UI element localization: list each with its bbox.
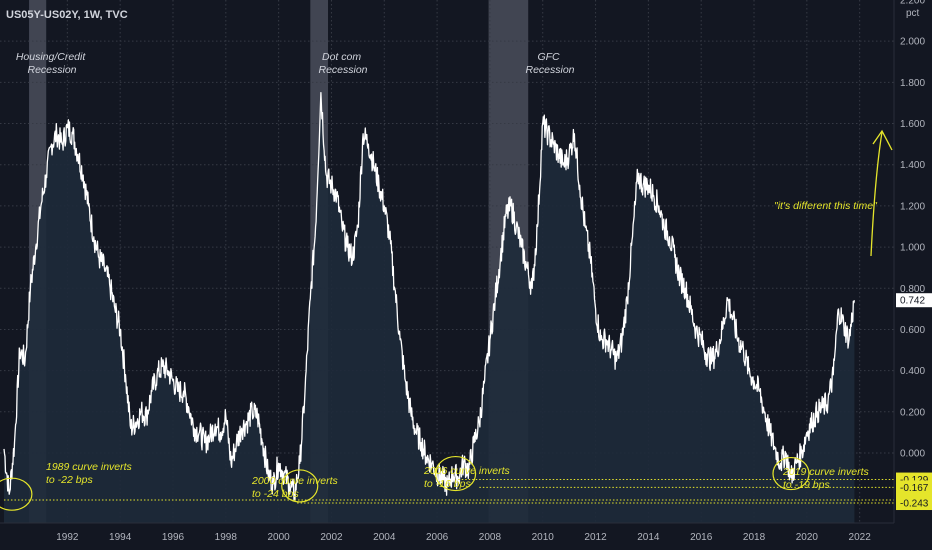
annotation-2019: 2019 curve inverts to -19 bps [782,466,872,491]
annotation-2019-line2: to -19 bps [783,479,830,491]
time-axis[interactable]: 1992 1994 1996 1998 2000 2002 2004 2006 2008 2010… [56,532,871,543]
annotation-2000: 2000 curve inverts to -24 bps [251,475,341,500]
annotation-1989-line1: 1989 curve inverts [46,461,133,473]
arrow-head-icon [872,129,893,151]
y-tick-label: 2.200 [900,0,925,7]
y-tick-label: 2.000 [900,37,925,48]
last-value-badge [896,293,932,308]
recession-label-housing: Housing/Credit Recession [16,51,88,76]
y-tick-label: 1.400 [900,160,925,171]
x-tick-label: 2012 [584,532,607,543]
recession-label-dotcom-line1: Dot com [322,51,361,63]
last-value-label: 0.742 [900,296,925,307]
horizontal-lines [3,479,894,504]
x-tick-label: 2016 [690,532,713,543]
annotation-2000-line1: 2000 curve inverts [251,475,339,487]
x-tick-label: 2002 [320,532,343,543]
x-tick-label: 1992 [56,532,79,543]
annotation-2006: 2006 curve inverts to -16 bps [423,465,513,490]
inversion-circle [434,455,477,492]
level-badge [896,496,932,511]
recession-label-housing-line2: Recession [27,64,76,76]
level-badge [896,480,932,495]
x-tick-label: 1996 [162,532,185,543]
annotation-1989-line2: to -22 bps [46,474,93,486]
price-axis[interactable]: 2.000 1.800 1.600 1.400 1.200 1.000 0.800 0.600… [896,0,932,511]
y-tick-label: 1.600 [900,119,925,130]
series-area [4,92,855,523]
y-tick-label: 1.000 [900,243,925,254]
x-tick-label: 2006 [426,532,449,543]
series [3,92,856,523]
inversion-circle [772,456,810,491]
annotation-2000-line2: to -24 bps [252,488,299,500]
chart-title: US05Y-US02Y, 1W, TVC [6,9,128,21]
annotation-1989: 1989 curve inverts to -22 bps [46,461,135,486]
recession-label-housing-line1: Housing/Credit [16,51,87,63]
recession-label-gfc: GFC Recession [525,51,574,76]
recession-label-dotcom: Dot com Recession [318,51,367,76]
annotation-2006-line2: to -16 bps [424,478,471,490]
recession-label-gfc-line1: GFC [537,51,560,63]
y-tick-label: 0.000 [900,448,925,459]
x-tick-label: 2022 [849,532,872,543]
y-tick-label: 0.200 [900,407,925,418]
y-tick-label: 1.800 [900,78,925,89]
arrow-up-icon [870,131,883,257]
x-tick-label: 2004 [373,532,396,543]
unit-label: pct [906,8,920,19]
inversion-circle [281,469,319,503]
x-tick-label: 2008 [479,532,502,543]
series-line [3,92,856,501]
recession-label-dotcom-line2: Recession [318,64,367,76]
level-label: -0.167 [900,483,929,494]
x-tick-label: 1998 [215,532,238,543]
y-tick-label: 0.800 [900,284,925,295]
annotation-2019-line1: 2019 curve inverts [782,466,870,478]
recession-label-gfc-line2: Recession [525,64,574,76]
x-tick-label: 2014 [637,532,660,543]
inversion-circles [0,455,810,511]
y-tick-label: 0.400 [900,366,925,377]
x-tick-label: 1994 [109,532,132,543]
annotation-2006-line1: 2006 curve inverts [423,465,511,477]
x-tick-label: 2018 [743,532,766,543]
y-tick-label: 0.600 [900,325,925,336]
x-tick-label: 2010 [532,532,555,543]
x-tick-label: 2000 [268,532,291,543]
inversion-circle [0,477,33,511]
annotation-different-this-time: "it's different this time" [774,200,878,212]
x-tick-label: 2020 [796,532,819,543]
y-tick-label: 1.200 [900,201,925,212]
level-label: -0.243 [900,499,929,510]
